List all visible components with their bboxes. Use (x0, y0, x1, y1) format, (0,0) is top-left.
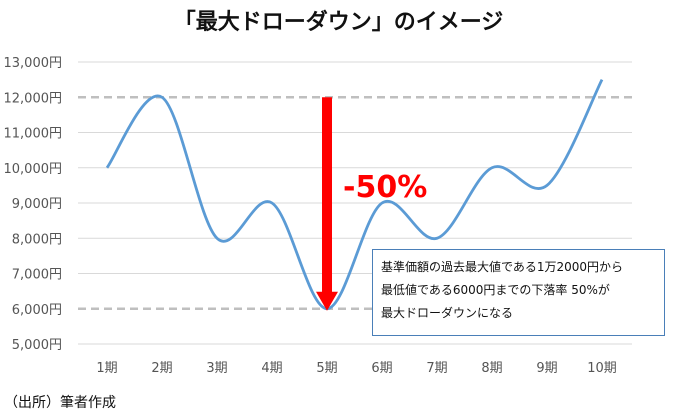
annotation-line: 基準価額の過去最大値である1万2000円から (381, 260, 624, 274)
x-axis-ticks: 1期 2期 3期 4期 5期 6期 7期 8期 9期 10期 (96, 361, 616, 376)
x-tick-label: 7期 (426, 361, 447, 376)
x-tick-label: 6期 (371, 361, 392, 376)
y-tick-label: 6,000円 (12, 303, 62, 318)
y-tick-label: 9,000円 (12, 197, 62, 212)
x-tick-label: 5期 (316, 361, 337, 376)
x-tick-label: 4期 (261, 361, 282, 376)
x-tick-label: 10期 (587, 361, 617, 376)
series-lines (105, 78, 604, 311)
x-tick-label: 1期 (96, 361, 117, 376)
grid-lines (78, 61, 632, 345)
annotation-box: 基準価額の過去最大値である1万2000円から 最低値である6000円までの下落率… (372, 249, 665, 336)
y-tick-label: 7,000円 (12, 268, 62, 283)
drawdown-label: -50% (343, 170, 427, 205)
y-tick-label: 12,000円 (4, 91, 63, 106)
y-tick-label: 11,000円 (4, 127, 63, 142)
source-note: （出所）筆者作成 (4, 395, 116, 411)
annotation-line: 最低値である6000円までの下落率 50%が (381, 283, 610, 297)
drawdown-arrow-head (316, 291, 338, 311)
x-tick-label: 2期 (151, 361, 172, 376)
drawdown-arrow-shaft (322, 97, 332, 293)
chart-title: 「最大ドローダウン」のイメージ (173, 10, 504, 35)
y-tick-label: 8,000円 (12, 232, 62, 247)
annotation-line: 最大ドローダウンになる (381, 306, 514, 320)
x-tick-label: 8期 (481, 361, 502, 376)
y-tick-label: 13,000円 (4, 56, 63, 71)
series-line (105, 78, 604, 311)
x-tick-label: 3期 (206, 361, 227, 376)
y-tick-label: 10,000円 (4, 162, 63, 177)
x-tick-label: 9期 (536, 361, 557, 376)
drawdown-arrow (316, 97, 338, 311)
y-axis-ticks: 5,000円 6,000円 7,000円 8,000円 9,000円 10,000円 11,… (4, 56, 63, 353)
y-tick-label: 5,000円 (12, 338, 62, 353)
